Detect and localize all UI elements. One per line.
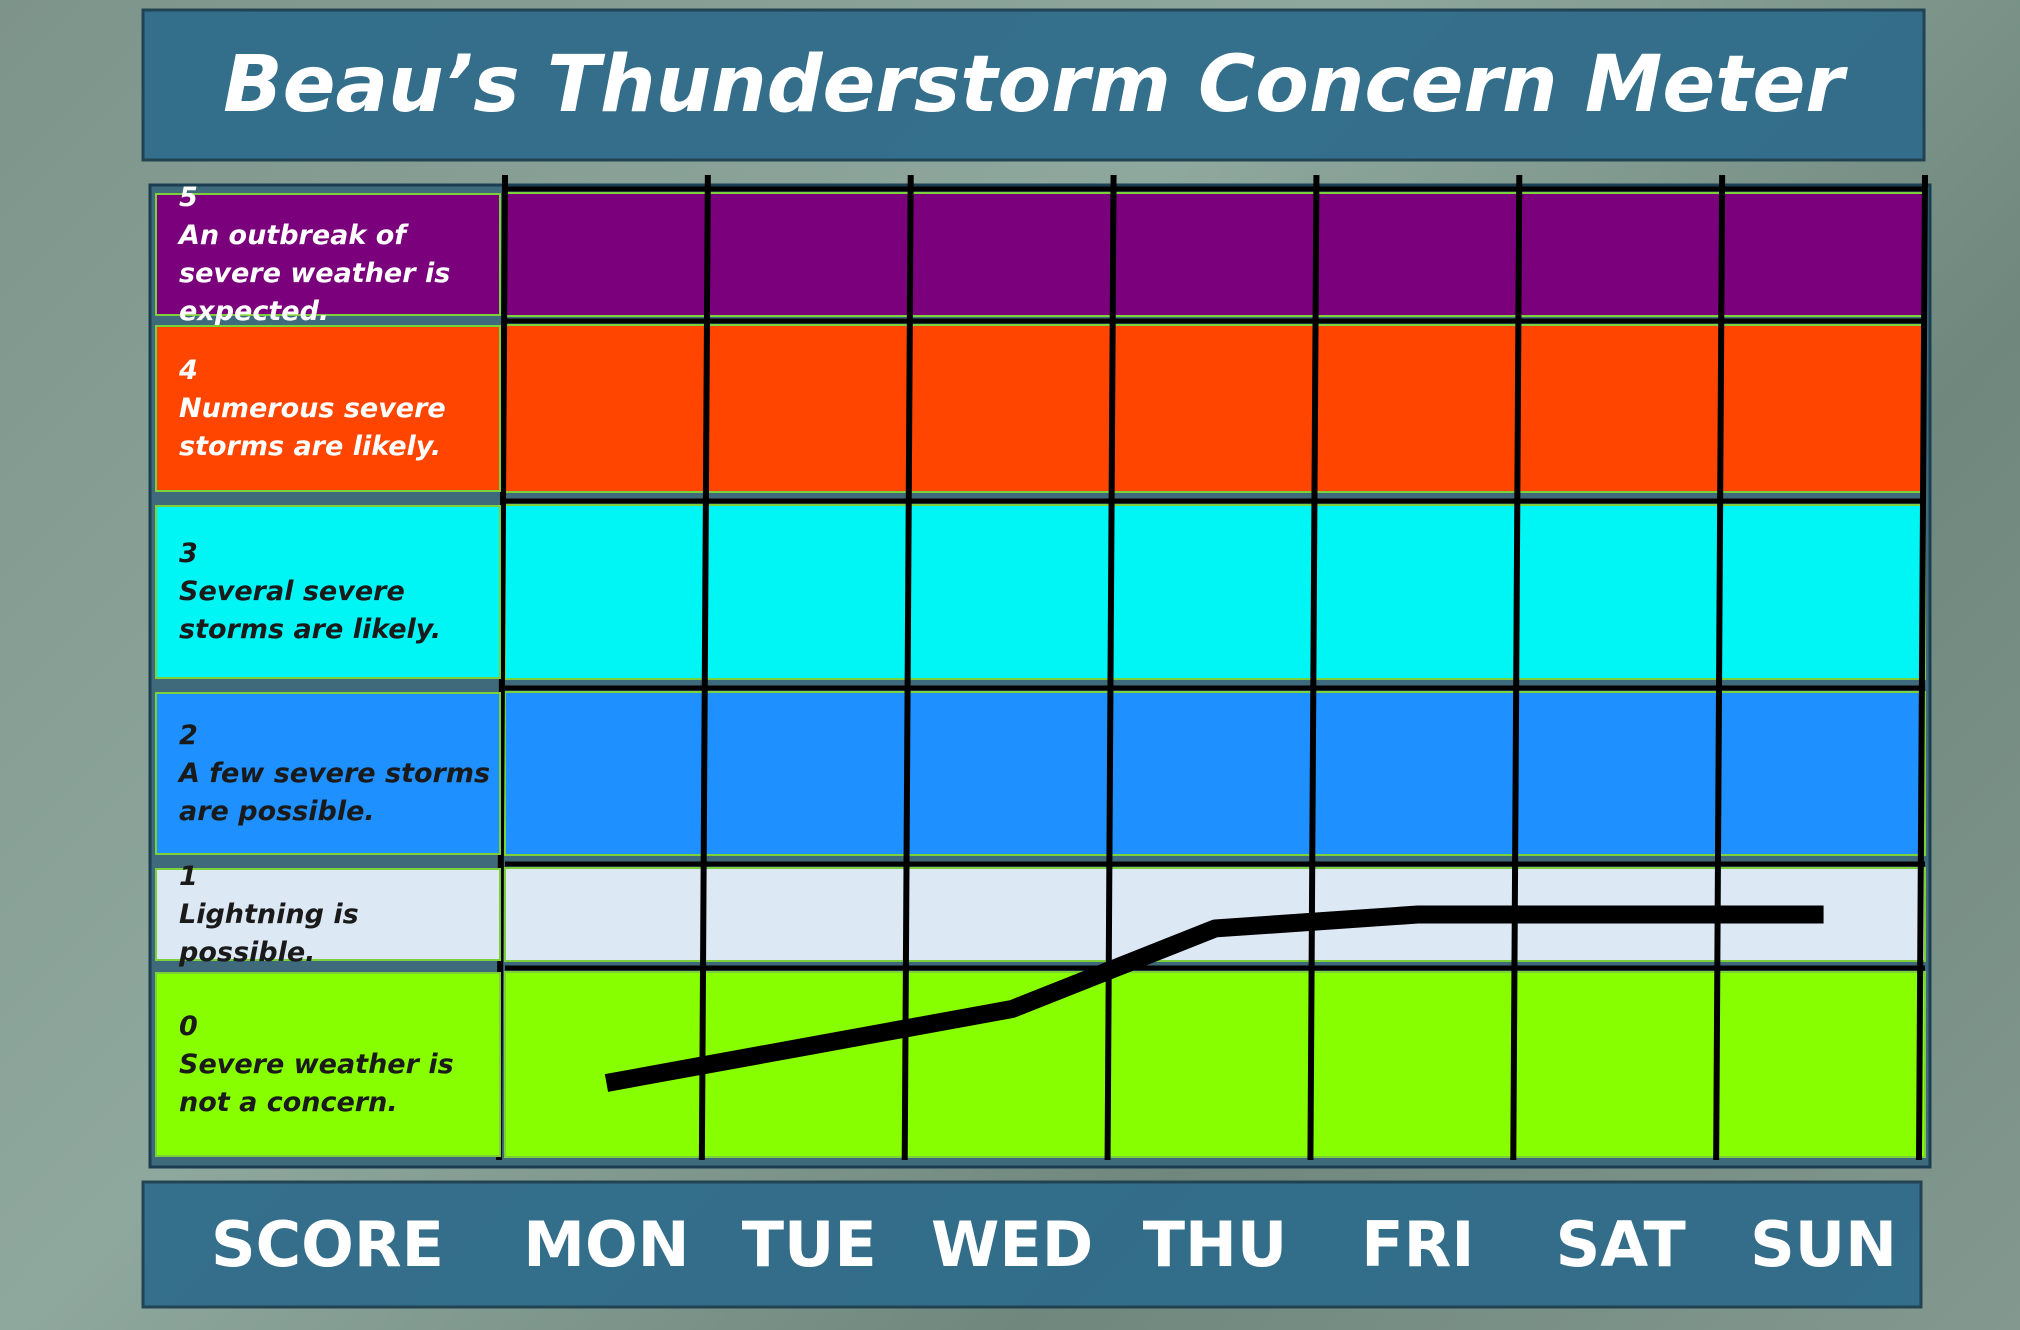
level-text: Several severe storms are likely. xyxy=(179,576,442,645)
level-label: 3 Several severe storms are likely. xyxy=(155,505,501,679)
level-band xyxy=(504,192,1926,317)
level-label: 2 A few severe storms are possible. xyxy=(155,692,501,855)
column-line xyxy=(1104,174,1117,1161)
column-line xyxy=(1307,174,1320,1161)
x-tick-label: MON xyxy=(523,1208,690,1281)
level-score: 0 xyxy=(179,1010,198,1042)
level-text: Numerous severe storms are likely. xyxy=(179,392,446,462)
level-label: 4 Numerous severe storms are likely. xyxy=(155,325,501,492)
x-tick-label: SUN xyxy=(1750,1208,1897,1281)
column-line xyxy=(901,174,914,1161)
x-tick-label: SAT xyxy=(1555,1208,1686,1281)
score-header: SCORE xyxy=(211,1208,444,1281)
level-band xyxy=(504,504,1926,680)
level-score: 5 xyxy=(179,181,198,213)
level-text: A few severe storms are possible. xyxy=(179,757,491,827)
level-score: 4 xyxy=(179,354,198,386)
level-band xyxy=(504,324,1926,493)
x-tick-label: WED xyxy=(931,1208,1094,1281)
column-line xyxy=(1713,174,1726,1161)
level-label: 0 Severe weather is not a concern. xyxy=(155,972,501,1157)
level-score: 1 xyxy=(179,860,198,892)
level-text: An outbreak of severe weather is expecte… xyxy=(179,219,451,327)
day-bar xyxy=(141,1180,1923,1309)
x-tick-label: THU xyxy=(1142,1208,1288,1281)
level-label: 1 Lightning is possible. xyxy=(155,861,501,968)
column-line xyxy=(1916,174,1928,1161)
x-tick-label: TUE xyxy=(741,1208,877,1281)
concern-line xyxy=(604,905,1824,1092)
level-text: Severe weather is not a concern. xyxy=(179,1048,454,1118)
column-line xyxy=(698,174,711,1161)
level-score: 3 xyxy=(179,538,198,569)
chart-title: Beau’s Thunderstorm Concern Meter xyxy=(223,40,1844,130)
level-band xyxy=(504,971,1926,1158)
title-bar xyxy=(141,8,1926,162)
level-score: 2 xyxy=(179,719,198,751)
level-text: Lightning is possible. xyxy=(179,898,359,968)
level-label: 5 An outbreak of severe weather is expect… xyxy=(155,182,501,327)
column-line xyxy=(1510,174,1523,1161)
x-tick-label: FRI xyxy=(1361,1208,1475,1281)
level-band xyxy=(504,691,1926,856)
